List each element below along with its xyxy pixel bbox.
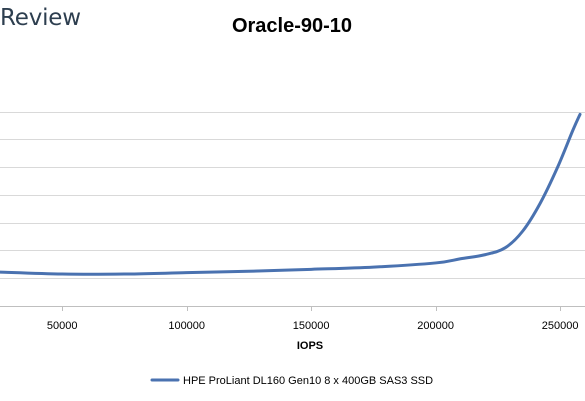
gridlines: [0, 112, 585, 279]
chart-title: Oracle-90-10: [232, 15, 352, 37]
brand-logo-text: Review: [0, 5, 81, 31]
x-tick-labels: 50000 100000 150000 200000 250000: [47, 320, 579, 332]
legend-label: HPE ProLiant DL160 Gen10 8 x 400GB SAS3 …: [183, 375, 433, 387]
series-line-1: [0, 112, 582, 276]
plot-series: [0, 112, 582, 276]
x-axis: [0, 306, 585, 311]
x-tick-label: 100000: [168, 320, 205, 332]
x-axis-title: IOPS: [297, 340, 323, 352]
x-tick-label: 150000: [293, 320, 330, 332]
x-tick-label: 200000: [417, 320, 454, 332]
x-tick-label: 50000: [47, 320, 78, 332]
legend: HPE ProLiant DL160 Gen10 8 x 400GB SAS3 …: [150, 375, 433, 387]
x-tick-label: 250000: [542, 320, 579, 332]
